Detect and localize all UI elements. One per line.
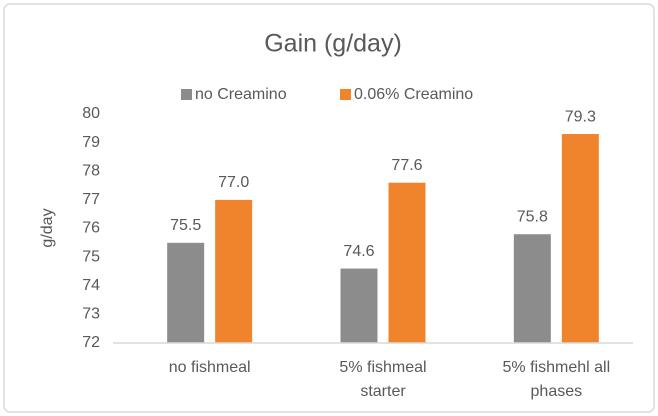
legend-label: 0.06% Creamino: [354, 86, 473, 103]
value-label: 77.0: [218, 174, 249, 191]
y-tick-label: 77: [82, 191, 100, 208]
y-tick-label: 73: [82, 306, 100, 323]
y-tick-label: 80: [82, 105, 100, 122]
value-label: 75.5: [170, 217, 201, 234]
chart-frame: [3, 3, 655, 413]
y-tick-label: 78: [82, 162, 100, 179]
y-tick-label: 72: [82, 334, 100, 351]
chart-title: Gain (g/day): [264, 30, 402, 58]
y-tick-label: 74: [82, 277, 100, 294]
y-tick-label: 79: [82, 134, 100, 151]
bar: [388, 182, 426, 343]
bar: [561, 134, 599, 343]
legend-swatch: [340, 89, 351, 100]
legend-label: no Creamino: [195, 86, 287, 103]
x-tick-label: 5% fishmehl all phases: [503, 359, 611, 400]
value-label: 75.8: [517, 208, 548, 225]
x-tick-label: no fishmeal: [169, 359, 251, 376]
value-label: 74.6: [343, 243, 374, 260]
value-label: 77.6: [391, 157, 422, 174]
y-tick-label: 76: [82, 220, 100, 237]
bar: [167, 242, 205, 343]
bar: [513, 234, 551, 343]
y-tick-label: 75: [82, 248, 100, 265]
value-label: 79.3: [565, 108, 596, 125]
y-axis-label: g/day: [39, 208, 56, 247]
legend-swatch: [181, 89, 192, 100]
bar: [215, 199, 253, 343]
x-tick-label: 5% fishmeal starter: [339, 359, 426, 400]
bar: [340, 268, 378, 343]
